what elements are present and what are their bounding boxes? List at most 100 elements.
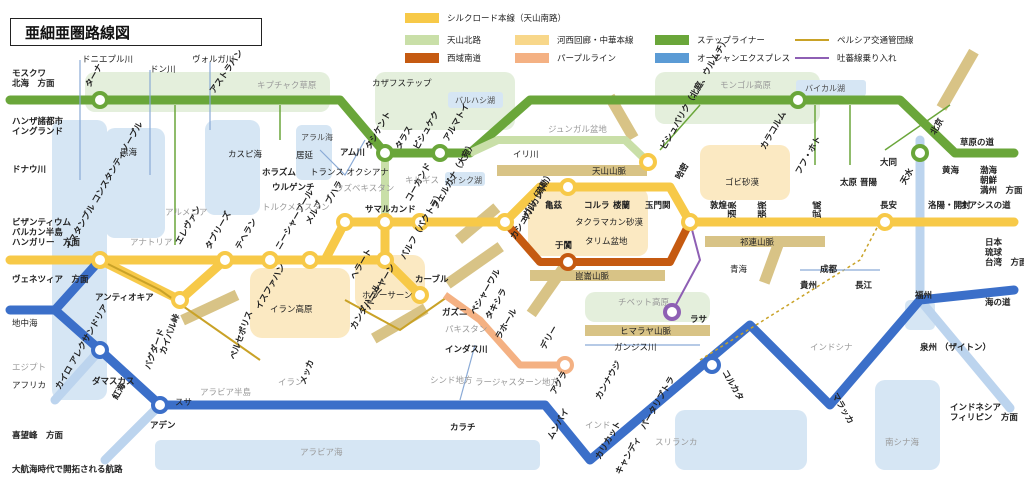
edge-grass: 草原の道: [960, 137, 995, 148]
station-tabriz[interactable]: [216, 251, 234, 269]
label-pataliputra: パータリプトラ: [638, 374, 677, 431]
label-region-tibet: チベット高原: [618, 297, 669, 308]
label-transoxiana: トランス オクシアナ: [310, 168, 389, 178]
legend-swatch-6: [515, 53, 549, 63]
label-tehran: テヘラン: [234, 217, 260, 252]
station-beijing[interactable]: [911, 144, 929, 162]
station-istanbul[interactable]: [91, 251, 109, 269]
legend-swatch-0: [405, 13, 439, 23]
label-region-turkmen: トルクメニスタン: [262, 203, 330, 213]
label-region-iran: イラン: [278, 378, 304, 388]
map-title: 亜細亜圏路線図: [25, 24, 131, 42]
label-region-khorasan: ホラーサーン: [362, 291, 412, 301]
label-region-taklamakan: タクラマカン砂漠: [575, 217, 644, 228]
edge-japan: 日本琉球台湾 方面: [985, 237, 1024, 268]
label-region-sindh: シンド地方: [430, 375, 473, 386]
legend: シルクロード本線（天山南路） 天山北路 河西回廊・中華本線 ステップライナー ペルシア交…: [405, 13, 914, 64]
rivers: [79, 60, 880, 401]
label-zhangye: 張掖: [757, 200, 768, 218]
legend-swatch-7: [655, 53, 689, 63]
station-tehran[interactable]: [261, 251, 279, 269]
station-balkh[interactable]: [376, 251, 394, 269]
label-yangtze: 長江: [855, 280, 873, 291]
station-nishapur[interactable]: [301, 251, 319, 269]
sea-aral: [296, 125, 332, 180]
station-kabul[interactable]: [411, 286, 429, 304]
station-turfan[interactable]: [639, 153, 657, 171]
mountain-kunlun: [530, 270, 665, 281]
label-khyber: ガズニ: [442, 307, 468, 318]
edge-dnipro: ドナウ川: [12, 165, 46, 175]
station-antioch[interactable]: [171, 291, 189, 309]
lake-issyk: [445, 172, 485, 186]
station-kokand[interactable]: [411, 213, 429, 231]
station-kashgar[interactable]: [496, 213, 514, 231]
label-kolkata: コルカタ: [719, 368, 745, 403]
label-region-tarim: タリム盆地: [585, 236, 628, 247]
label-hohhot: フフ・ホト: [794, 135, 824, 177]
lake-baikal: [796, 80, 866, 96]
station-changan[interactable]: [876, 213, 894, 231]
station-almaty[interactable]: [431, 144, 449, 162]
label-region-rajasthan: ラージャスターン地方: [475, 377, 559, 388]
ocean-main: [50, 285, 1019, 465]
label-region-kazakh: カザフステップ: [372, 79, 432, 89]
river-indus: [459, 344, 476, 401]
station-tashkent[interactable]: [376, 144, 394, 162]
label-region-caspian: カスピ海: [228, 149, 263, 160]
label-region-blacksea: 黒海: [120, 147, 138, 158]
station-bukhara[interactable]: [336, 213, 354, 231]
station-delhi[interactable]: [556, 356, 574, 374]
station-kucha[interactable]: [559, 178, 577, 196]
label-dunhuang: 敦煌: [710, 200, 728, 211]
label-region-dzungaria: ジュンガル盆地: [548, 124, 607, 135]
edge-africa: アフリカ: [12, 381, 46, 391]
label-samarkand: サマルカンド: [365, 205, 416, 215]
label-ili: イリ川: [513, 150, 539, 160]
line-ocean: [5, 255, 1019, 465]
label-loulan: 楼蘭: [613, 200, 631, 211]
station-karakorum[interactable]: [789, 91, 807, 109]
region-iran-plateau: [250, 268, 350, 338]
ocean-light-egypt: [50, 345, 105, 405]
station-lhasa[interactable]: [663, 303, 681, 321]
label-region-iran-plateau: イラン高原: [270, 304, 313, 315]
edge-bohai: 渤海朝鮮満州 方面: [980, 165, 1023, 196]
label-region-mongolia: モンゴル高原: [720, 80, 771, 91]
station-aden[interactable]: [151, 396, 169, 414]
edge-yellow-sea: 黄海: [942, 165, 960, 176]
station-tana[interactable]: [91, 91, 109, 109]
station-samarkand[interactable]: [376, 213, 394, 231]
label-region-arabia: アラビア半島: [200, 387, 252, 398]
label-khwarazm: ホラズム: [262, 167, 296, 178]
legend-label-5: 西域南道: [447, 53, 482, 64]
legend-label-8: 吐蕃線乗り入れ: [837, 53, 897, 64]
label-region-kirgiz: キルギス: [405, 176, 439, 186]
label-changan: 長安: [880, 200, 898, 211]
label-region-gobi: ゴビ砂漠: [725, 177, 760, 188]
mountain-karakoram: [526, 257, 574, 318]
line-purple: [442, 292, 565, 369]
persia-a: [99, 259, 261, 361]
station-cairo[interactable]: [91, 341, 109, 359]
westsouth-main: [501, 219, 694, 266]
region-gobi: [700, 145, 790, 200]
station-khotan[interactable]: [559, 253, 577, 271]
station-dunhuang[interactable]: [681, 213, 699, 231]
mountain-zagros: [180, 289, 240, 326]
sea-arabian: [155, 440, 540, 470]
mountain-qilian: [705, 236, 825, 247]
edge-balkan: ハンガリー 方面: [12, 237, 81, 248]
sea-bengal: [675, 410, 807, 470]
tenzan-north-b: [468, 136, 651, 165]
label-dnieper: ドニエプル川: [82, 55, 133, 65]
legend-swatch-4: [795, 39, 829, 41]
ocean-light-cape: [100, 400, 165, 465]
label-guizhou: 貴州: [800, 280, 817, 291]
line-west-south: [501, 219, 694, 266]
label-region-aral: アラル海: [301, 132, 333, 142]
label-region-scs: 南シナ海: [885, 437, 920, 448]
station-kolkata[interactable]: [703, 356, 721, 374]
label-region-srilanka: スリランカ: [655, 438, 698, 448]
label-amu: 居延: [296, 150, 314, 161]
